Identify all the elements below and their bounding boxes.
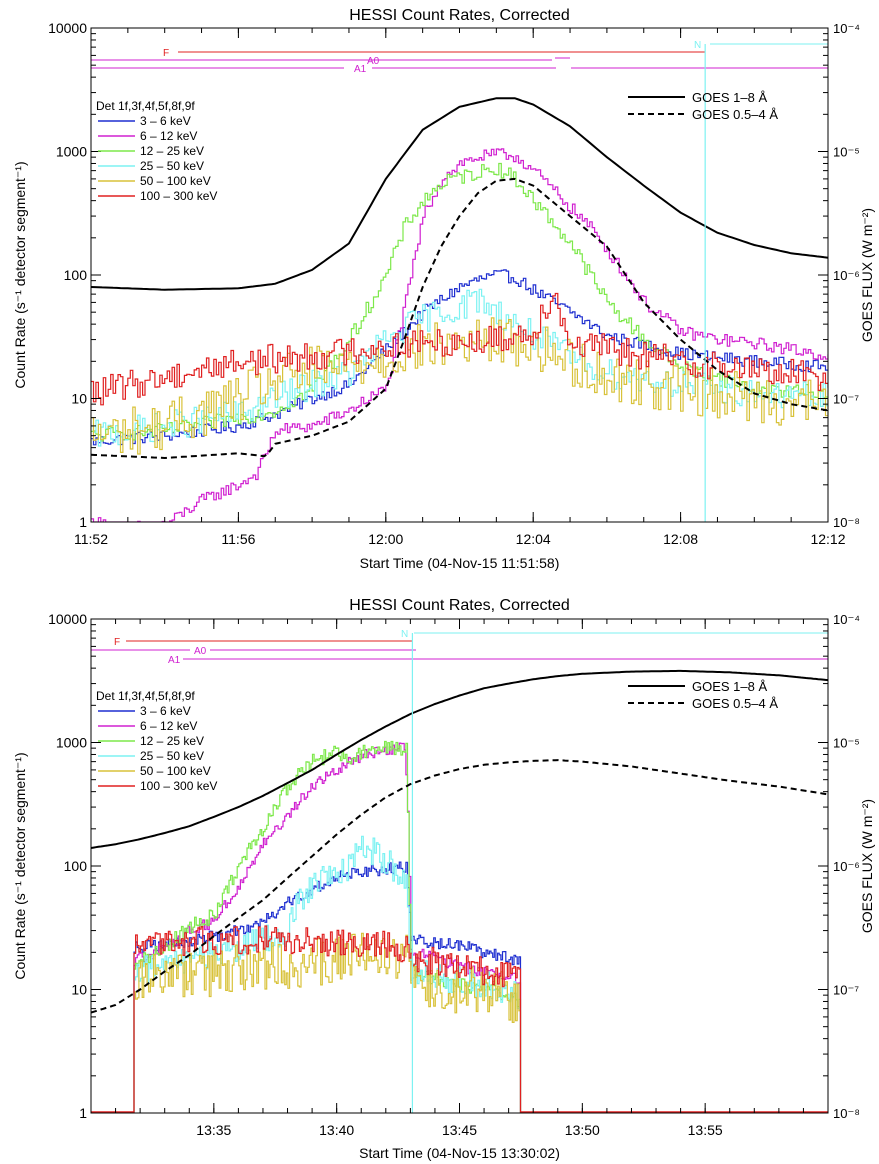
x-axis-title: Start Time (04-Nov-15 11:51:58) — [360, 555, 560, 571]
y-axis-title-left: Count Rate (s⁻¹ detector segment⁻¹) — [12, 752, 28, 979]
attenuator-label-A0: A0 — [367, 56, 380, 67]
series-line-3-6 — [91, 269, 828, 446]
series-line-100-300 — [91, 292, 828, 406]
series-line-6-12 — [133, 742, 522, 1113]
legend-label-12-25: 12 – 25 keV — [140, 734, 204, 748]
y-tick-label-right: 10⁻⁸ — [833, 1106, 860, 1121]
y-tick-label-left: 10000 — [48, 611, 87, 627]
attenuator-label-F: F — [114, 637, 120, 648]
y-tick-label-right: 10⁻⁸ — [833, 515, 860, 530]
x-tick-label: 13:35 — [196, 1122, 231, 1138]
y-tick-label-left: 10000 — [48, 20, 87, 36]
series-line-100-300 — [133, 925, 522, 1113]
goes-line-short — [91, 759, 828, 1014]
y-tick-label-left: 1 — [79, 1105, 87, 1121]
goes-legend-label-0: GOES 1–8 Å — [692, 679, 767, 694]
legend-label-6-12: 6 – 12 keV — [140, 129, 197, 143]
attenuator-label-A1: A1 — [168, 655, 181, 666]
x-tick-label: 12:12 — [810, 531, 845, 547]
y-tick-label-right: 10⁻⁷ — [833, 983, 859, 998]
y-tick-label-right: 10⁻⁴ — [833, 21, 860, 36]
y-tick-label-left: 1000 — [56, 735, 87, 751]
attenuator-label-F: F — [163, 48, 169, 59]
attenuator-label-A0: A0 — [194, 646, 207, 657]
y-tick-label-right: 10⁻⁶ — [833, 859, 860, 874]
goes-legend-label-1: GOES 0.5–4 Å — [692, 107, 778, 122]
series-line-12-25 — [133, 740, 522, 1113]
y-tick-label-right: 10⁻⁵ — [833, 145, 860, 160]
goes-legend-label-0: GOES 1–8 Å — [692, 90, 767, 105]
legend-title: Det 1f,3f,4f,5f,8f,9f — [96, 99, 195, 113]
plot-area — [91, 669, 828, 1113]
legend-title: Det 1f,3f,4f,5f,8f,9f — [96, 689, 195, 703]
y-tick-label-right: 10⁻⁷ — [833, 392, 859, 407]
legend-label-6-12: 6 – 12 keV — [140, 719, 197, 733]
x-axis-title: Start Time (04-Nov-15 13:30:02) — [359, 1145, 560, 1161]
y-tick-label-left: 10 — [71, 391, 87, 407]
x-tick-label: 13:50 — [565, 1122, 600, 1138]
legend-label-3-6: 3 – 6 keV — [140, 704, 191, 718]
series-line-50-100 — [133, 932, 522, 1113]
attenuator-label-N: N — [401, 629, 408, 640]
y-tick-label-right: 10⁻⁶ — [833, 268, 860, 283]
legend-label-100-300: 100 – 300 keV — [140, 189, 217, 203]
legend-label-50-100: 50 – 100 keV — [140, 174, 211, 188]
y-tick-label-right: 10⁻⁴ — [833, 612, 860, 627]
goes-legend-label-1: GOES 0.5–4 Å — [692, 696, 778, 711]
legend-label-50-100: 50 – 100 keV — [140, 764, 211, 778]
series-line-25-50 — [133, 835, 522, 1113]
x-tick-label: 13:40 — [319, 1122, 354, 1138]
x-tick-label: 12:00 — [368, 531, 403, 547]
plot-area — [91, 97, 828, 522]
x-tick-label: 12:04 — [516, 531, 551, 547]
y-axis-title-right: GOES FLUX (W m⁻²) — [859, 208, 875, 342]
legend-label-25-50: 25 – 50 keV — [140, 749, 204, 763]
series-line-50-100 — [91, 317, 828, 455]
chart-title: HESSI Count Rates, Corrected — [349, 597, 570, 614]
series-line-3-6 — [133, 861, 522, 1113]
chart-title: HESSI Count Rates, Corrected — [349, 7, 570, 24]
y-tick-label-left: 1 — [79, 514, 87, 530]
y-axis-title-right: GOES FLUX (W m⁻²) — [859, 799, 875, 933]
x-tick-label: 13:55 — [688, 1122, 723, 1138]
y-axis-title-left: Count Rate (s⁻¹ detector segment⁻¹) — [12, 161, 28, 388]
y-tick-label-right: 10⁻⁵ — [833, 736, 860, 751]
legend-label-100-300: 100 – 300 keV — [140, 779, 217, 793]
series-line-6-12 — [91, 148, 828, 522]
y-tick-label-left: 1000 — [56, 144, 87, 160]
attenuator-label-A1: A1 — [354, 64, 367, 75]
x-tick-label: 12:08 — [663, 531, 698, 547]
legend-label-25-50: 25 – 50 keV — [140, 159, 204, 173]
x-tick-label: 11:52 — [74, 531, 108, 547]
legend-label-3-6: 3 – 6 keV — [140, 114, 191, 128]
x-tick-label: 11:56 — [221, 531, 255, 547]
x-tick-label: 13:45 — [442, 1122, 477, 1138]
y-tick-label-left: 100 — [64, 858, 88, 874]
y-tick-label-left: 10 — [71, 982, 87, 998]
y-tick-label-left: 100 — [64, 267, 88, 283]
legend-label-12-25: 12 – 25 keV — [140, 144, 204, 158]
goes-line-long — [91, 669, 828, 849]
panel-bottom: HESSI Count Rates, Corrected F A0 A1 N 1 10⁻⁸ 1… — [12, 597, 875, 1161]
attenuator-label-N: N — [694, 40, 701, 51]
